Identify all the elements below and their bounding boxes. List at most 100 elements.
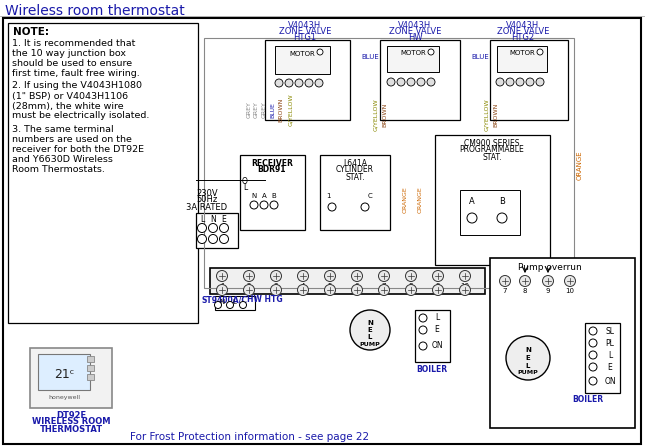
Circle shape: [589, 377, 597, 385]
Text: receiver for both the DT92E: receiver for both the DT92E: [12, 144, 144, 153]
Text: 7: 7: [502, 288, 507, 294]
Circle shape: [589, 339, 597, 347]
Circle shape: [270, 284, 281, 295]
Text: For Frost Protection information - see page 22: For Frost Protection information - see p…: [130, 432, 370, 442]
Text: GREY: GREY: [261, 101, 266, 118]
Circle shape: [433, 284, 444, 295]
Text: B: B: [499, 198, 505, 207]
Circle shape: [352, 270, 362, 282]
Text: 230V: 230V: [196, 189, 218, 198]
Text: L: L: [608, 350, 612, 359]
Bar: [497, 46, 547, 72]
Text: (28mm), the white wire: (28mm), the white wire: [12, 101, 124, 110]
Circle shape: [433, 270, 444, 282]
Circle shape: [564, 275, 575, 287]
Text: CYLINDER: CYLINDER: [336, 165, 374, 174]
Bar: [275, 46, 330, 74]
Text: 1. It is recommended that: 1. It is recommended that: [12, 38, 135, 47]
Circle shape: [467, 213, 477, 223]
Circle shape: [542, 275, 553, 287]
Bar: [210, 268, 485, 294]
Bar: [460, 190, 520, 235]
Text: 3A RATED: 3A RATED: [186, 202, 228, 211]
Circle shape: [260, 201, 268, 209]
Circle shape: [506, 78, 514, 86]
Circle shape: [526, 78, 534, 86]
Circle shape: [536, 78, 544, 86]
Text: 1: 1: [326, 193, 330, 199]
Circle shape: [285, 79, 293, 87]
Bar: [240, 155, 305, 230]
Text: honeywell: honeywell: [48, 396, 80, 401]
Circle shape: [406, 284, 417, 295]
Text: V4043H: V4043H: [506, 21, 540, 30]
Text: PL: PL: [606, 338, 615, 347]
Text: first time, fault free wiring.: first time, fault free wiring.: [12, 68, 140, 77]
Bar: [87, 356, 94, 362]
Text: WIRELESS ROOM: WIRELESS ROOM: [32, 417, 110, 426]
Text: 2. If using the V4043H1080: 2. If using the V4043H1080: [12, 81, 142, 90]
Text: N: N: [367, 320, 373, 326]
Text: must be electrically isolated.: must be electrically isolated.: [12, 111, 150, 121]
Circle shape: [497, 213, 507, 223]
Circle shape: [217, 270, 228, 282]
Bar: [38, 354, 90, 390]
Circle shape: [297, 284, 308, 295]
Circle shape: [496, 78, 504, 86]
Text: 6: 6: [355, 283, 359, 289]
Text: CM900 SERIES: CM900 SERIES: [464, 139, 520, 148]
Text: BLUE: BLUE: [361, 54, 379, 60]
Circle shape: [315, 79, 323, 87]
Text: Wireless room thermostat: Wireless room thermostat: [5, 4, 184, 18]
Circle shape: [589, 363, 597, 371]
Text: BLUE: BLUE: [270, 102, 275, 118]
Circle shape: [537, 49, 543, 55]
Circle shape: [519, 275, 530, 287]
Circle shape: [328, 203, 336, 211]
Circle shape: [352, 284, 362, 295]
Text: 10: 10: [461, 283, 470, 289]
Circle shape: [270, 270, 281, 282]
Text: BOILER: BOILER: [417, 366, 448, 375]
Text: E: E: [435, 325, 439, 334]
Text: PUMP: PUMP: [360, 342, 381, 346]
Text: HTG1: HTG1: [293, 33, 317, 42]
Circle shape: [361, 203, 369, 211]
Text: 9: 9: [436, 283, 441, 289]
Text: the 10 way junction box: the 10 way junction box: [12, 49, 126, 58]
Bar: [265, 40, 350, 120]
Text: 50Hz: 50Hz: [196, 195, 217, 204]
Text: ORANGE: ORANGE: [577, 150, 583, 180]
Circle shape: [379, 270, 390, 282]
Text: N: N: [210, 215, 216, 224]
Text: L: L: [368, 334, 372, 340]
Circle shape: [417, 78, 425, 86]
Text: HW HTG: HW HTG: [247, 295, 283, 304]
Text: 5: 5: [328, 283, 332, 289]
Text: L641A: L641A: [343, 159, 367, 168]
Text: E: E: [368, 327, 372, 333]
Text: PUMP: PUMP: [518, 371, 539, 375]
Text: A: A: [262, 193, 266, 199]
Text: NOTE:: NOTE:: [13, 27, 49, 37]
Bar: [87, 374, 94, 380]
Text: N: N: [525, 347, 531, 353]
Text: E: E: [608, 363, 612, 371]
Text: G/YELLOW: G/YELLOW: [288, 94, 293, 127]
Text: 2: 2: [247, 283, 251, 289]
Text: L: L: [435, 313, 439, 322]
Text: BLUE: BLUE: [471, 54, 489, 60]
Text: L: L: [243, 184, 247, 193]
Circle shape: [387, 78, 395, 86]
Text: 21ᶜ: 21ᶜ: [54, 367, 74, 380]
Bar: [585, 323, 620, 393]
Circle shape: [317, 49, 323, 55]
Text: BROWN: BROWN: [493, 103, 499, 127]
Circle shape: [215, 301, 221, 308]
Text: BROWN: BROWN: [279, 98, 284, 122]
Circle shape: [589, 351, 597, 359]
Circle shape: [270, 201, 278, 209]
Circle shape: [324, 284, 335, 295]
Text: 7: 7: [382, 283, 386, 289]
Bar: [490, 258, 635, 428]
